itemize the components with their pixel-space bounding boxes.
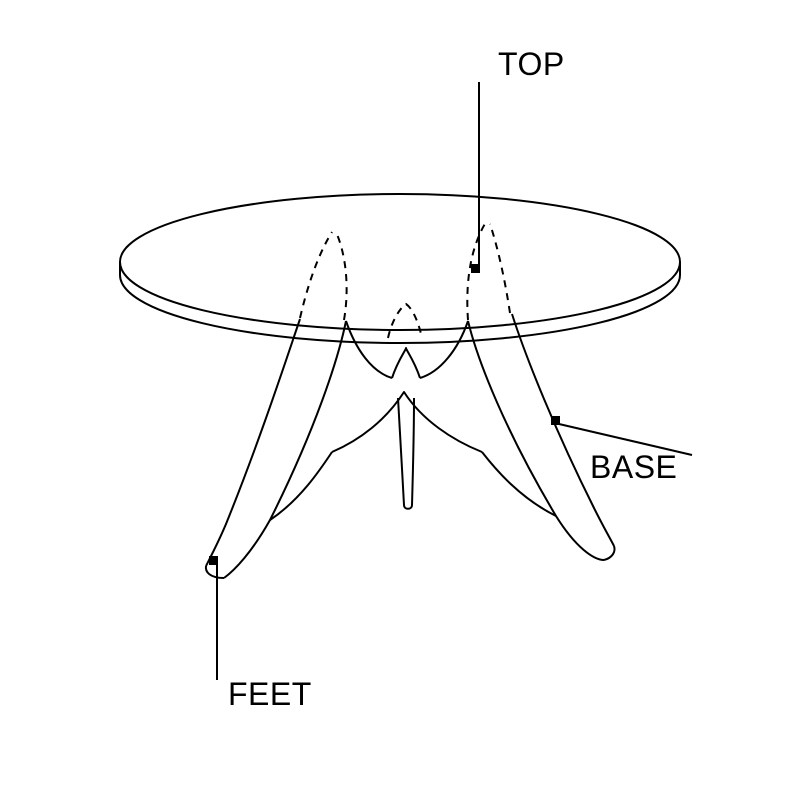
label-feet: FEET xyxy=(228,676,312,712)
table-diagram: TOP BASE FEET xyxy=(0,0,800,800)
base-legs xyxy=(206,314,615,578)
callout-top: TOP xyxy=(471,46,565,273)
callout-base: BASE xyxy=(551,416,692,485)
label-top: TOP xyxy=(498,46,565,82)
label-base: BASE xyxy=(590,449,677,485)
callout-feet: FEET xyxy=(209,556,312,712)
